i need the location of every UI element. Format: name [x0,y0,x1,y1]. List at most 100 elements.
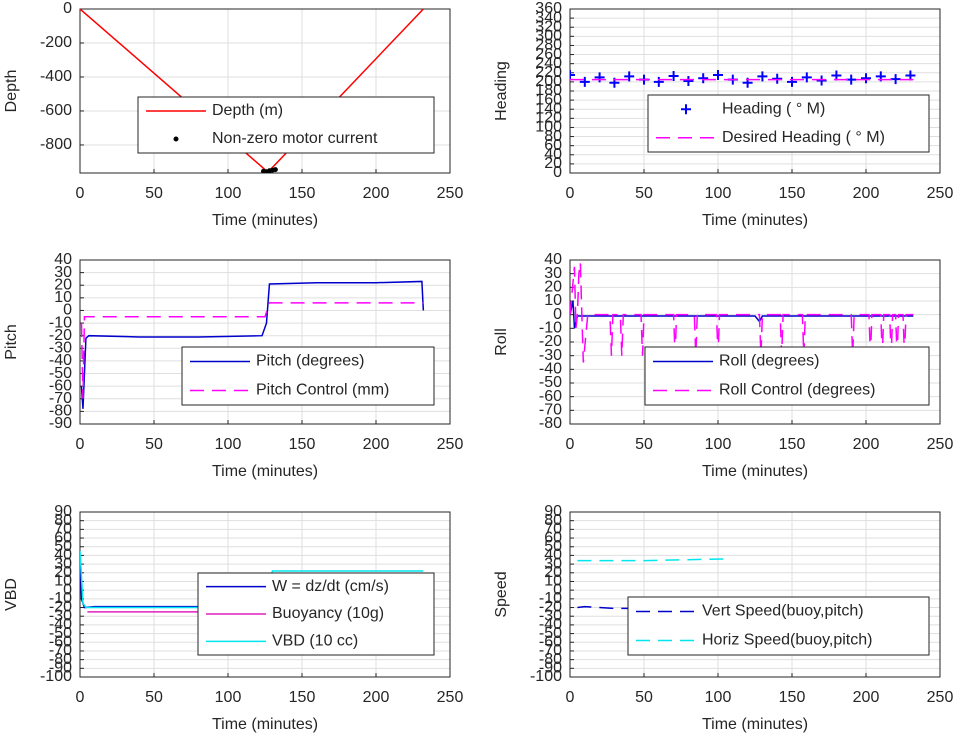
y-tick-label: -20 [539,599,562,616]
plus-marker [831,70,842,81]
x-tick-label: 100 [215,185,242,202]
x-tick-label: 200 [853,436,880,453]
legend-label: VBD (10 cc) [272,633,358,650]
x-tick-label: 50 [635,689,653,706]
y-tick-label: 220 [535,64,562,81]
y-tick-label: 60 [544,137,562,154]
y-tick-label: 20 [544,564,562,581]
plus-marker [713,70,723,81]
y-tick-label: -60 [49,633,72,650]
y-tick-label: -70 [539,642,562,659]
legend-label: Buoyancy (10g) [272,605,384,622]
x-tick-label: 150 [779,436,806,453]
y-tick-label: 60 [544,529,562,546]
x-tick-label: 100 [705,689,732,706]
x-tick-label: 50 [145,185,163,202]
y-tick-label: -30 [539,607,562,624]
y-tick-label: 240 [535,55,562,72]
y-tick-label: 50 [544,538,562,555]
y-tick-label: 340 [535,9,562,26]
plus-marker [890,74,901,85]
y-tick-label: 70 [544,521,562,538]
series-line [80,302,424,399]
dot-marker [173,136,179,142]
x-tick-label: 0 [76,185,85,202]
plus-marker [905,70,916,81]
series-group [80,9,424,173]
y-tick-label: 10 [544,292,562,309]
y-tick-label: -90 [49,415,72,432]
plus-marker [772,73,783,84]
y-tick-label: -800 [40,136,72,153]
y-tick-label: 100 [535,119,562,136]
x-tick-label: 250 [437,689,464,706]
x-tick-label: 200 [363,436,390,453]
y-tick-label: 120 [535,110,562,127]
legend-label: Heading ( ° M) [722,100,825,117]
y-tick-label: 260 [535,46,562,63]
y-tick-label: 20 [54,276,72,293]
y-tick-label: 60 [54,529,72,546]
y-tick-label: 50 [54,538,72,555]
y-tick-label: -10 [539,590,562,607]
y-tick-label: 280 [535,37,562,54]
x-axis-label: Time (minutes) [212,212,318,229]
subplot: 0 50 100 150 200 2500204060801001201401601802… [493,0,953,229]
x-tick-label: 0 [76,436,85,453]
y-tick-label: 70 [54,521,72,538]
series-line [577,558,726,562]
y-tick-label: 0 [553,306,562,323]
y-axis-label: Speed [493,571,510,617]
y-tick-label: -50 [539,374,562,391]
axes-box [569,511,941,678]
legend-label: Pitch Control (mm) [256,382,389,399]
y-tick-label: -80 [49,403,72,420]
y-axis-label: Heading [493,61,510,121]
y-tick-label: -40 [49,616,72,633]
subplot: 0 50 100 150 200 250 0 -200 -400 -600 -800 Time (mi… [3,0,463,229]
y-tick-label: -80 [539,415,562,432]
x-axis-label: Time (minutes) [702,716,808,733]
plus-marker [681,104,691,115]
y-tick-label: 320 [535,18,562,35]
x-tick-label: 250 [437,185,464,202]
y-tick-label: -100 [530,668,562,685]
plus-marker [757,71,768,82]
y-tick-label: 40 [544,547,562,564]
x-tick-label: 50 [145,436,163,453]
y-tick-label: -70 [49,390,72,407]
legend-label: Vert Speed(buoy,pitch) [702,603,864,620]
legend-box [181,346,435,406]
x-tick-label: 200 [363,689,390,706]
subplot: 0 50 100 150 200 2509080706050403020100-10-20… [3,503,463,733]
x-tick-label: 150 [289,436,316,453]
y-tick-label: -80 [539,651,562,668]
axes-box [79,259,451,425]
legend-box [137,96,435,154]
x-axis-label: Time (minutes) [212,716,318,733]
x-tick-label: 50 [635,185,653,202]
subplot: 0 50 100 150 200 250403020100-10-20-30-40-50-… [3,251,463,480]
y-tick-label: 10 [54,573,72,590]
x-tick-label: 200 [853,689,880,706]
y-tick-label: 160 [535,91,562,108]
y-tick-label: -20 [539,333,562,350]
dot-marker [272,167,278,173]
x-axis-label: Time (minutes) [702,463,808,480]
y-tick-label: 200 [535,73,562,90]
y-tick-label: 0 [63,302,72,319]
y-tick-label: 180 [535,82,562,99]
y-tick-label: -70 [539,402,562,419]
y-tick-label: -40 [539,616,562,633]
y-axis-label: Depth [3,70,20,113]
legend-label: Depth (m) [212,102,283,119]
x-axis-label: Time (minutes) [212,463,318,480]
y-tick-label: 0 [553,581,562,598]
y-tick-label: 40 [54,251,72,268]
plus-marker [579,76,590,87]
y-tick-label: 360 [535,0,562,17]
plus-marker [624,71,635,82]
x-tick-label: 100 [215,689,242,706]
legend-label: W = dz/dt (cm/s) [272,578,389,595]
x-tick-label: 250 [927,689,954,706]
